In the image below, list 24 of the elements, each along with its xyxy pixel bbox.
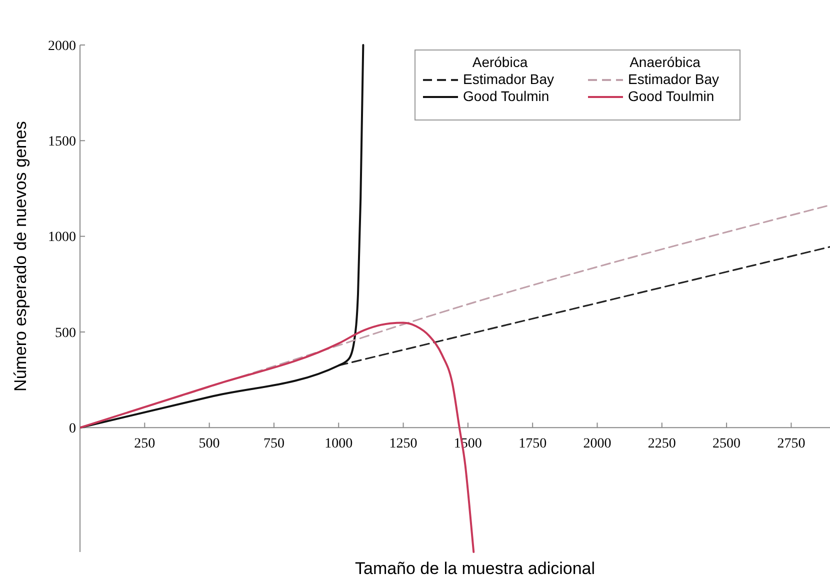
y-tick-label: 500 [55,326,76,341]
legend-label: Estimador Bay [628,71,720,87]
y-tick-label: 2000 [48,38,76,54]
x-axis-title: Tamaño de la muestra adicional [354,559,596,578]
x-tick-label: 1750 [518,436,547,452]
x-tick-label: 250 [134,436,156,452]
x-tick-label: 750 [263,436,284,452]
x-tick-label: 1250 [389,436,418,452]
x-tick-label: 2750 [777,436,806,452]
y-axis-title: Número esperado de nuevos genes [11,121,30,392]
y-tick-label: 0 [69,422,76,437]
x-tick-label: 1000 [324,436,353,452]
legend-label: Estimador Bay [463,71,554,87]
x-tick-label: 2250 [648,436,676,452]
line-series [80,44,364,429]
annotation: Aeróbica [472,54,528,70]
legend-label: Good Toulmin [463,88,550,104]
x-tick-label: 2000 [583,436,612,452]
y-tick-label: 1500 [48,134,76,150]
x-tick-label: 500 [198,436,220,452]
y-tick-label: 1000 [48,230,76,246]
x-tick-label: 2500 [712,436,741,452]
annotation: Anaeróbica [630,54,701,70]
legend-label: Good Toulmin [628,88,714,104]
